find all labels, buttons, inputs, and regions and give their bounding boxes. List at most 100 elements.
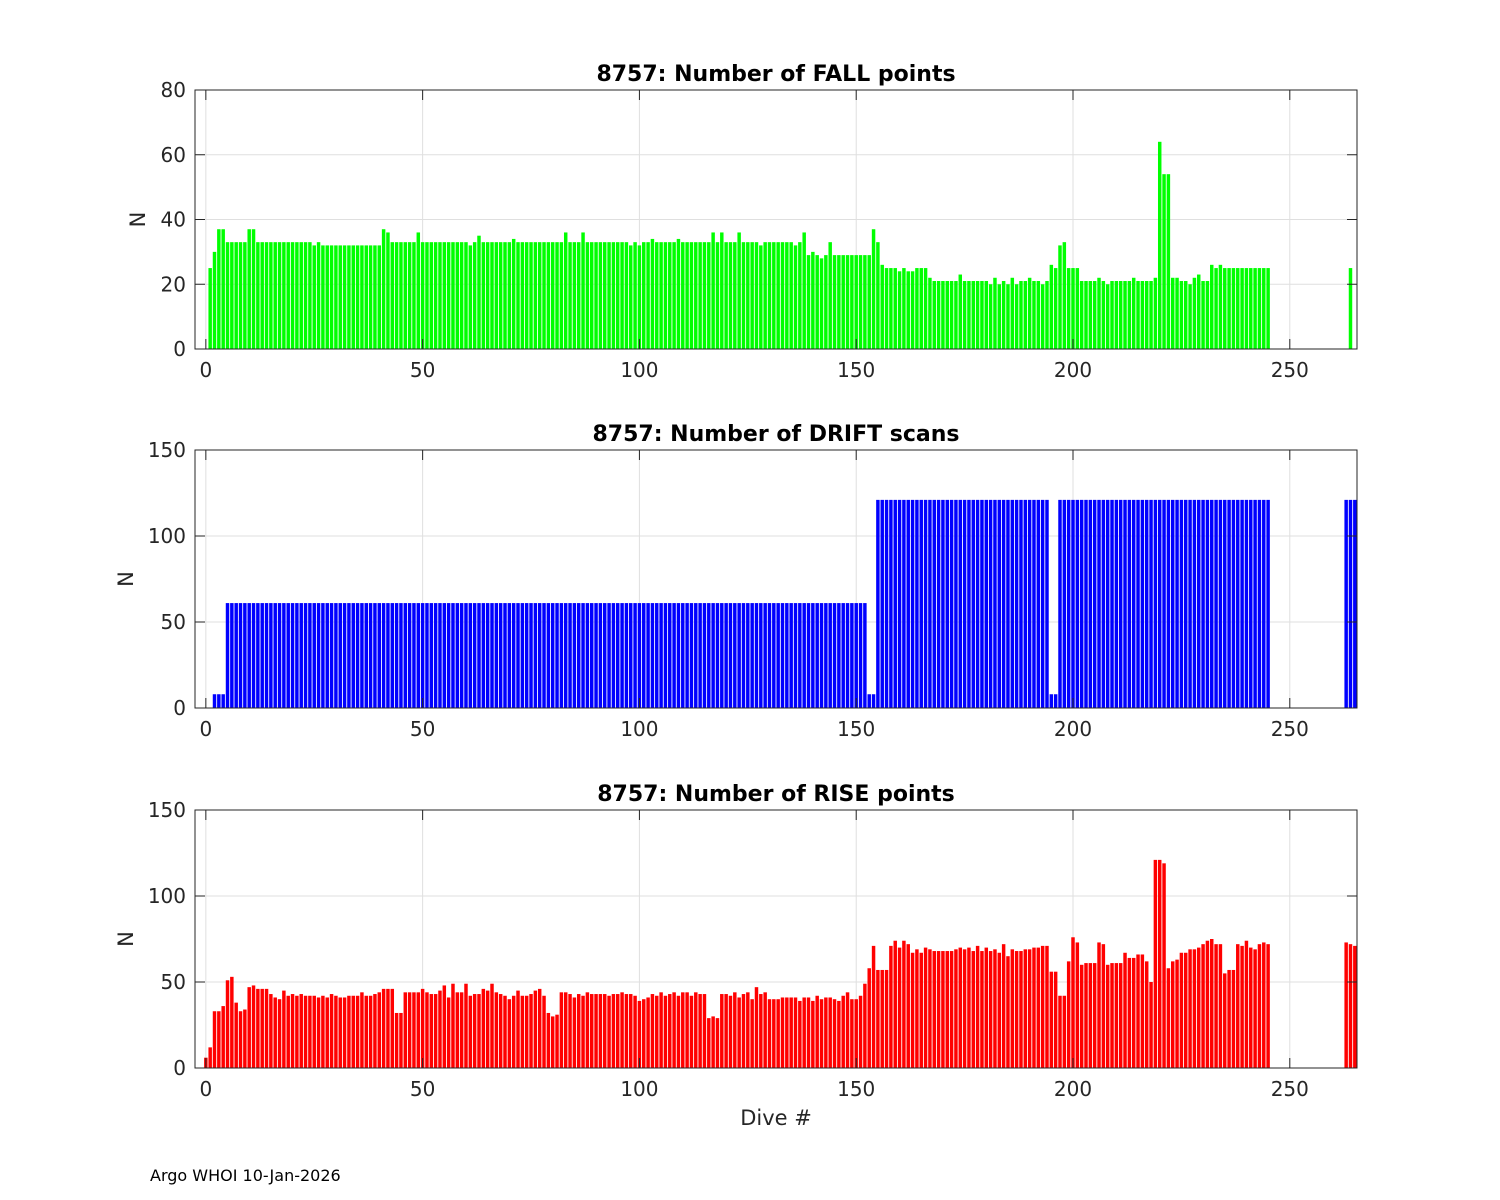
bar	[1166, 174, 1171, 349]
y-tick-label: 20	[161, 272, 186, 296]
bar	[1088, 963, 1093, 1068]
y-tick-label: 60	[161, 143, 186, 167]
bar	[416, 603, 421, 708]
bar	[238, 603, 243, 708]
bar	[928, 949, 932, 1068]
bar	[984, 499, 989, 708]
bar	[264, 603, 269, 708]
bar	[841, 255, 845, 349]
bar	[893, 499, 897, 708]
bar	[759, 994, 763, 1068]
bar	[407, 242, 412, 349]
bar	[1118, 499, 1123, 708]
bar	[1140, 499, 1145, 708]
bar	[997, 952, 1002, 1068]
bar	[282, 242, 286, 349]
bar	[1218, 264, 1223, 349]
footer-label: Argo WHOI 10-Jan-2026	[150, 1166, 341, 1185]
bar	[568, 994, 572, 1068]
bar	[1348, 268, 1353, 349]
bar	[277, 999, 282, 1068]
bar	[967, 281, 971, 349]
bar	[416, 232, 421, 349]
x-tick-label: 0	[199, 717, 212, 741]
bar	[603, 603, 607, 708]
bar	[876, 242, 880, 349]
bar	[589, 242, 594, 349]
bar	[1062, 242, 1067, 349]
bar	[286, 603, 290, 708]
bar	[997, 499, 1002, 708]
bar	[269, 603, 273, 708]
bar	[1188, 284, 1192, 349]
bar	[988, 951, 993, 1068]
bar	[954, 499, 958, 708]
bar	[347, 245, 351, 349]
bar	[845, 255, 850, 349]
bar	[264, 988, 269, 1068]
bar	[936, 281, 941, 349]
bar	[867, 255, 871, 349]
bar	[412, 242, 416, 349]
bar	[759, 245, 763, 349]
bar	[312, 995, 316, 1068]
bar	[355, 603, 360, 708]
bar	[1053, 694, 1058, 708]
bar	[863, 983, 867, 1068]
bar	[776, 999, 780, 1068]
bar	[689, 995, 694, 1068]
bar	[1170, 961, 1175, 1068]
bar	[1114, 963, 1119, 1068]
bar	[386, 232, 390, 349]
bar	[707, 603, 711, 708]
bar	[1344, 499, 1348, 708]
bar	[212, 1011, 217, 1068]
bar	[871, 945, 876, 1068]
bar	[759, 603, 763, 708]
bar	[928, 499, 932, 708]
bar	[1058, 995, 1062, 1068]
bar	[594, 603, 598, 708]
bar	[455, 242, 460, 349]
fall-points-panel: 0 50 100 150 200 250 0 20 40 60 80 8757: Number of …	[126, 62, 1358, 382]
bar	[763, 992, 767, 1068]
bar	[637, 245, 642, 349]
bar	[507, 999, 512, 1068]
bar	[256, 242, 260, 349]
bar	[915, 268, 919, 349]
bar	[672, 242, 676, 349]
bar	[403, 242, 408, 349]
bar	[906, 499, 910, 708]
bar	[685, 242, 689, 349]
bar	[407, 603, 412, 708]
bar	[308, 995, 312, 1068]
bar	[624, 242, 629, 349]
bar	[1023, 949, 1028, 1068]
bar	[1210, 939, 1214, 1068]
bar	[1231, 969, 1236, 1068]
bar	[681, 992, 685, 1068]
bar	[234, 603, 238, 708]
bar	[585, 992, 590, 1068]
bar	[1084, 281, 1088, 349]
bar	[399, 1012, 403, 1068]
bar	[247, 987, 251, 1068]
x-tick-label: 250	[1271, 358, 1309, 382]
bar	[256, 988, 260, 1068]
bar	[728, 995, 733, 1068]
bar	[533, 242, 538, 349]
bar	[967, 499, 971, 708]
bar	[776, 603, 780, 708]
bar	[1036, 947, 1041, 1068]
bar	[381, 229, 386, 349]
bar	[949, 951, 954, 1068]
bar	[1131, 499, 1136, 708]
bar	[342, 245, 347, 349]
bar	[542, 603, 546, 708]
bar	[381, 603, 386, 708]
x-tick-label: 250	[1271, 717, 1309, 741]
bar	[1197, 499, 1201, 708]
bar	[1157, 859, 1162, 1068]
bar	[1179, 281, 1184, 349]
bar	[659, 603, 663, 708]
